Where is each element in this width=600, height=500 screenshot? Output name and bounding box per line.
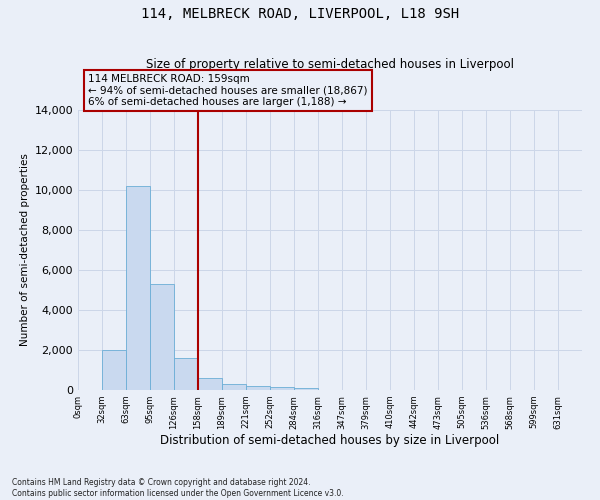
Bar	[270, 387, 294, 390]
Bar	[174, 358, 198, 390]
Bar	[150, 284, 174, 390]
Bar	[102, 350, 126, 390]
Text: 114, MELBRECK ROAD, LIVERPOOL, L18 9SH: 114, MELBRECK ROAD, LIVERPOOL, L18 9SH	[141, 8, 459, 22]
Y-axis label: Number of semi-detached properties: Number of semi-detached properties	[20, 154, 31, 346]
Text: 114 MELBRECK ROAD: 159sqm
← 94% of semi-detached houses are smaller (18,867)
6% : 114 MELBRECK ROAD: 159sqm ← 94% of semi-…	[88, 74, 368, 107]
X-axis label: Distribution of semi-detached houses by size in Liverpool: Distribution of semi-detached houses by …	[160, 434, 500, 448]
Bar	[198, 378, 222, 390]
Bar	[126, 186, 150, 390]
Bar	[294, 388, 318, 390]
Bar	[246, 386, 270, 390]
Bar	[222, 384, 246, 390]
Title: Size of property relative to semi-detached houses in Liverpool: Size of property relative to semi-detach…	[146, 58, 514, 71]
Text: Contains HM Land Registry data © Crown copyright and database right 2024.
Contai: Contains HM Land Registry data © Crown c…	[12, 478, 344, 498]
